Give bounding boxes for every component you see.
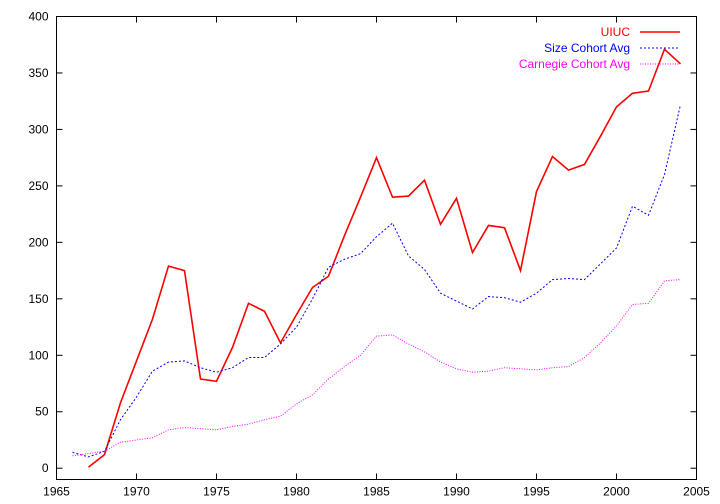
x-tick-label: 1990 xyxy=(443,485,470,499)
y-tick-label: 250 xyxy=(28,179,48,193)
y-tick-label: 0 xyxy=(42,461,49,475)
x-tick-label: 1980 xyxy=(283,485,310,499)
series-line-carnegie-cohort-avg xyxy=(72,279,681,457)
x-tick-label: 2005 xyxy=(683,485,710,499)
x-tick-label: 1970 xyxy=(123,485,150,499)
x-tick-label: 1975 xyxy=(203,485,230,499)
y-tick-label: 300 xyxy=(28,122,48,136)
y-tick-label: 400 xyxy=(28,10,48,24)
axis-ticks: 1965 1970 1975 1980 1985 1990 1995 2000 2005 0 50 1… xyxy=(28,10,710,499)
legend-label: Carnegie Cohort Avg xyxy=(519,57,630,71)
legend: UIUC Size Cohort Avg Carnegie Cohort Avg xyxy=(519,25,680,71)
y-tick-label: 200 xyxy=(28,235,48,249)
plot-frame xyxy=(56,16,697,480)
y-tick-label: 50 xyxy=(35,405,49,419)
series-lines xyxy=(72,47,682,468)
y-tick-label: 350 xyxy=(28,66,48,80)
x-tick-label: 1995 xyxy=(523,485,550,499)
x-tick-label: 1985 xyxy=(363,485,390,499)
series-line-uiuc xyxy=(88,47,682,468)
series-line-size-cohort-avg xyxy=(72,104,681,458)
x-tick-label: 1965 xyxy=(43,485,70,499)
y-tick-label: 100 xyxy=(28,348,48,362)
legend-label: UIUC xyxy=(601,25,631,39)
legend-label: Size Cohort Avg xyxy=(544,41,630,55)
x-tick-label: 2000 xyxy=(603,485,630,499)
y-tick-label: 150 xyxy=(28,292,48,306)
